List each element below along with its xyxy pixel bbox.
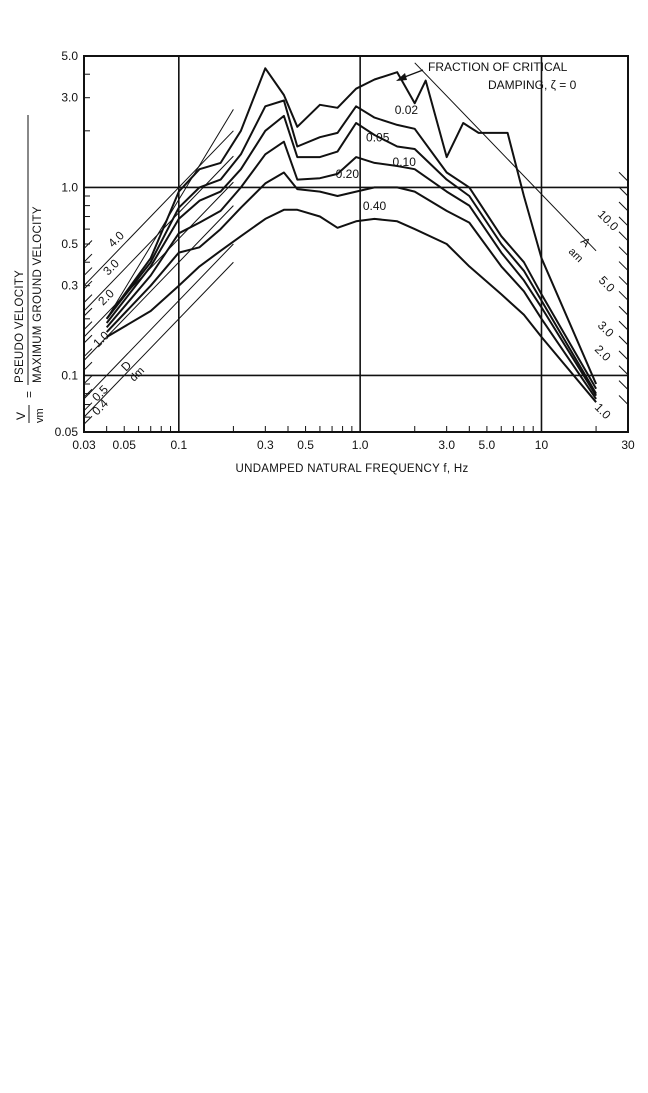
acceleration-hatch <box>618 380 628 390</box>
displacement-tick-label: 2.0 <box>95 286 117 308</box>
y-tick-label: 0.1 <box>61 368 78 382</box>
y-tick-label: 0.3 <box>61 279 78 293</box>
curve-damping-0 <box>105 67 598 385</box>
displacement-hatch <box>84 415 93 425</box>
acceleration-hatch <box>618 305 628 316</box>
curve-damping-0-20 <box>105 171 597 400</box>
displacement-hatch <box>84 361 93 371</box>
y-tick-label: 3.0 <box>61 91 78 105</box>
y-tick-label: 0.05 <box>55 425 79 439</box>
curve-label: 0.10 <box>393 155 417 169</box>
annotation-arrowhead <box>396 73 407 81</box>
acceleration-hatch <box>618 246 628 257</box>
x-tick-label: 0.3 <box>257 438 274 452</box>
acceleration-hatch <box>618 231 628 242</box>
acceleration-scale-label-den: am <box>566 246 585 265</box>
x-tick-label: 0.03 <box>72 438 96 452</box>
acceleration-hatch <box>618 216 628 227</box>
curve-damping-0-05 <box>105 114 597 395</box>
x-tick-label: 5.0 <box>479 438 496 452</box>
displacement-hatch <box>84 334 93 344</box>
displacement-hatch <box>84 294 93 303</box>
acceleration-hatch <box>618 276 628 286</box>
grid-lines <box>84 56 628 432</box>
acceleration-tick-label: 10.0 <box>595 207 622 234</box>
curve-label: 0.02 <box>395 103 419 117</box>
x-tick-label: 0.05 <box>113 438 137 452</box>
curve-label: 0.40 <box>363 199 387 213</box>
acceleration-hatch <box>618 290 628 301</box>
acceleration-tick-label: 2.0 <box>592 342 614 364</box>
curve-damping-0-40 <box>106 208 597 403</box>
annotation-title-2: DAMPING, ζ = 0 <box>488 78 577 92</box>
acceleration-hatch <box>618 186 628 197</box>
curve-label: 0.20 <box>336 167 360 181</box>
acceleration-tick-label: 3.0 <box>595 318 617 340</box>
acceleration-hatch <box>618 395 628 405</box>
displacement-tick-label: 4.0 <box>105 228 127 250</box>
displacement-hatch <box>84 402 93 412</box>
displacement-hatch <box>84 280 93 290</box>
y-label-top: PSEUDO VELOCITY <box>14 270 26 383</box>
acceleration-hatch <box>618 365 628 376</box>
y-tick-label: 1.0 <box>61 180 78 194</box>
displacement-tick-label: 1.0 <box>90 328 112 350</box>
plot-frame <box>83 55 629 433</box>
displacement-diagonal <box>84 243 234 400</box>
x-tick-label: 3.0 <box>438 438 455 452</box>
acceleration-hatch <box>618 171 628 182</box>
y-label-denominator: vm <box>34 408 46 423</box>
spectrum-curves <box>105 67 598 403</box>
x-axis-label: UNDAMPED NATURAL FREQUENCY f, Hz <box>235 463 468 475</box>
displacement-hatch <box>84 348 93 358</box>
acceleration-diagonal <box>414 62 597 252</box>
acceleration-hatch <box>618 201 628 212</box>
acceleration-hatch <box>618 320 628 331</box>
acceleration-tick-label: 1.0 <box>592 400 614 422</box>
y-axis-label: V vm = PSEUDO VELOCITY MAXIMUM GROUND VE… <box>14 115 46 423</box>
displacement-diagonal <box>84 181 234 338</box>
y-tick-labels: 0.05 0.1 0.3 0.5 1.0 3.0 5.0 <box>55 49 79 439</box>
curve-labels: 0.02 0.050.10 0.20 0.40 <box>336 103 419 213</box>
acceleration-hatch <box>618 350 628 361</box>
curve-damping-0-10 <box>105 140 597 397</box>
displacement-hatch <box>84 240 93 249</box>
displacement-diagonal <box>84 261 234 418</box>
acceleration-tick-label: 5.0 <box>596 273 618 295</box>
curve-label: 0.05 <box>366 131 390 145</box>
displacement-hatch <box>84 307 93 317</box>
x-tick-label: 30 <box>621 438 635 452</box>
displacement-diagonal <box>84 130 234 287</box>
x-tick-label: 0.1 <box>170 438 187 452</box>
response-spectrum-chart: 0.03 0.05 0.1 0.3 0.5 1.0 3.0 5.0 10 30 0.05 0.1 0.… <box>0 0 648 490</box>
x-tick-label: 1.0 <box>352 438 369 452</box>
x-tick-label: 0.5 <box>297 438 314 452</box>
y-tick-label: 5.0 <box>61 49 78 63</box>
acceleration-scale-label: A <box>578 234 594 250</box>
y-label-bottom: MAXIMUM GROUND VELOCITY <box>32 206 44 383</box>
x-tick-labels: 0.03 0.05 0.1 0.3 0.5 1.0 3.0 5.0 10 30 <box>72 438 635 452</box>
x-tick-label: 10 <box>535 438 549 452</box>
acceleration-hatch <box>618 261 628 271</box>
displacement-hatch <box>84 267 93 276</box>
diagonal-scale-lines <box>84 62 628 425</box>
y-label-equals: = <box>22 391 36 398</box>
displacement-hatch <box>84 253 93 263</box>
displacement-hatch <box>84 375 93 385</box>
displacement-hatch <box>84 321 93 330</box>
displacement-tick-label: 0.5 <box>89 382 111 404</box>
y-label-numerator: V <box>14 412 28 420</box>
curve-damping-0-02 <box>105 99 597 390</box>
acceleration-hatch <box>618 335 628 346</box>
annotation-title-1: FRACTION OF CRITICAL <box>428 60 568 74</box>
y-tick-label: 0.5 <box>61 237 78 251</box>
chart-svg: 0.03 0.05 0.1 0.3 0.5 1.0 3.0 5.0 10 30 0.050.10.… <box>14 49 635 475</box>
